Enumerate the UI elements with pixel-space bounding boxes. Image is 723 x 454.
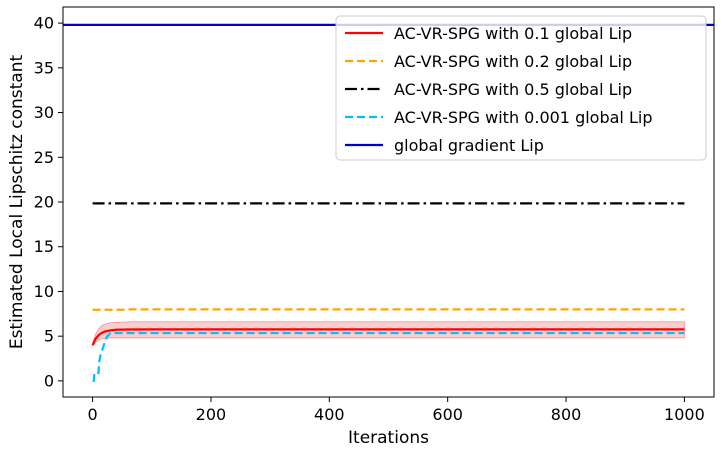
- legend-entry-label: AC-VR-SPG with 0.1 global Lip: [394, 24, 632, 43]
- x-tick-label: 600: [432, 405, 463, 424]
- x-tick-label: 800: [551, 405, 582, 424]
- legend: AC-VR-SPG with 0.1 global Lip AC-VR-SPG w…: [335, 15, 707, 161]
- band-series-1: [92, 321, 685, 347]
- y-tick-label: 25: [34, 148, 54, 167]
- x-tick-label: 0: [87, 405, 97, 424]
- y-tick-label: 20: [34, 193, 54, 212]
- y-tick-label: 10: [34, 282, 54, 301]
- line-series-1: [91, 328, 685, 346]
- x-axis-label: Iterations: [348, 428, 429, 448]
- y-tick-label: 30: [34, 103, 54, 122]
- y-tick-label: 0: [44, 371, 54, 390]
- x-tick-label: 1000: [664, 405, 705, 424]
- y-axis-label: Estimated Local Lipschitz constant: [7, 55, 27, 350]
- x-axis-ticks: 0 200 400 600 800 1000: [87, 397, 705, 424]
- legend-entry-label: AC-VR-SPG with 0.001 global Lip: [394, 108, 652, 127]
- line-series-4: [92, 331, 685, 382]
- y-tick-label: 40: [34, 14, 54, 33]
- y-tick-label: 5: [44, 327, 54, 346]
- y-tick-label: 35: [34, 58, 54, 77]
- confidence-bands: [92, 321, 685, 347]
- legend-entry-label: global gradient Lip: [394, 136, 544, 155]
- legend-entry-label: AC-VR-SPG with 0.2 global Lip: [394, 52, 632, 71]
- legend-entry-label: AC-VR-SPG with 0.5 global Lip: [394, 80, 632, 99]
- y-tick-label: 15: [34, 237, 54, 256]
- x-tick-label: 400: [314, 405, 345, 424]
- x-tick-label: 200: [196, 405, 227, 424]
- y-axis-ticks: 0 5 10 15 20 25 30 35 40: [34, 14, 63, 390]
- legend-box: [335, 15, 707, 161]
